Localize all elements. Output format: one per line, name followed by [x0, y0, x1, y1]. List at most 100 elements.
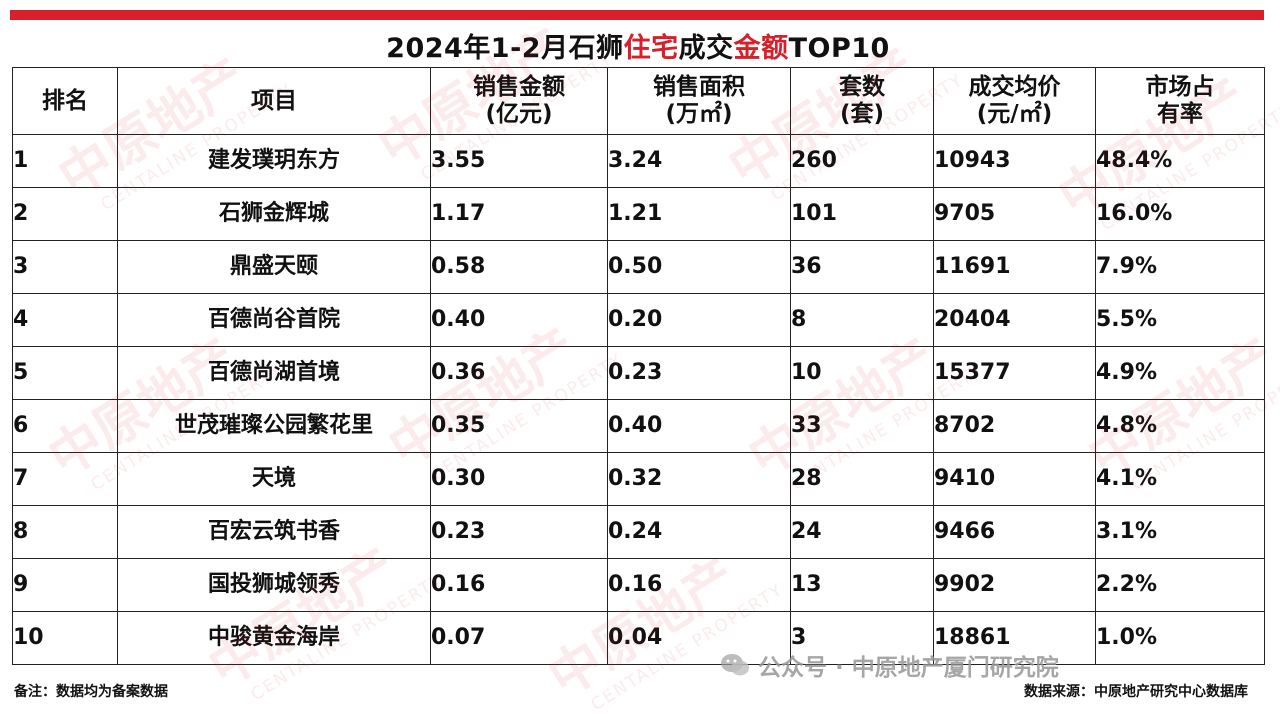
cell-rank: 4 — [12, 293, 118, 347]
cell-amount: 0.58 — [430, 240, 608, 294]
cell-share: 4.1% — [1095, 452, 1265, 506]
cell-share: 1.0% — [1095, 611, 1265, 665]
cell-amount: 0.07 — [430, 611, 608, 665]
cell-price: 11691 — [933, 240, 1096, 294]
cell-project: 百宏云筑书香 — [117, 505, 431, 559]
cell-rank: 3 — [12, 240, 118, 294]
table-row: 4 百德尚谷首院 0.40 0.20 8 20404 5.5% — [12, 293, 1265, 347]
cell-price: 9410 — [933, 452, 1096, 506]
cell-price: 15377 — [933, 346, 1096, 400]
cell-amount: 0.16 — [430, 558, 608, 612]
cell-rank: 9 — [12, 558, 118, 612]
cell-share: 4.9% — [1095, 346, 1265, 400]
column-header-project: 项目 — [117, 67, 431, 135]
table-row: 5 百德尚湖首境 0.36 0.23 10 15377 4.9% — [12, 346, 1265, 400]
ranking-table: 排名 项目 销售金额 (亿元) 销售面积 (万㎡) 套数 (套) 成交均价 (元/㎡) … — [12, 67, 1265, 665]
cell-area: 0.23 — [607, 346, 791, 400]
table-row: 1 建发璞玥东方 3.55 3.24 260 10943 48.4% — [12, 134, 1265, 188]
cell-share: 7.9% — [1095, 240, 1265, 294]
cell-project: 百德尚谷首院 — [117, 293, 431, 347]
wechat-icon — [721, 654, 749, 676]
column-header-price: 成交均价 (元/㎡) — [933, 67, 1096, 135]
cell-units: 33 — [790, 399, 934, 453]
cell-units: 3 — [790, 611, 934, 665]
column-header-units: 套数 (套) — [790, 67, 934, 135]
cell-project: 百德尚湖首境 — [117, 346, 431, 400]
column-header-amount: 销售金额 (亿元) — [430, 67, 608, 135]
table-row: 3 鼎盛天颐 0.58 0.50 36 11691 7.9% — [12, 240, 1265, 294]
table-row: 7 天境 0.30 0.32 28 9410 4.1% — [12, 452, 1265, 506]
cell-rank: 7 — [12, 452, 118, 506]
column-header-area: 销售面积 (万㎡) — [607, 67, 791, 135]
title-segment: 住宅 — [623, 33, 679, 64]
cell-project: 世茂璀璨公园繁花里 — [117, 399, 431, 453]
table-row: 8 百宏云筑书香 0.23 0.24 24 9466 3.1% — [12, 505, 1265, 559]
cell-amount: 0.30 — [430, 452, 608, 506]
wechat-watermark-text: 公众号 · 中原地产厦门研究院 — [758, 655, 1059, 681]
cell-rank: 6 — [12, 399, 118, 453]
title-segment: 2024年1-2月石狮 — [386, 33, 624, 64]
cell-area: 3.24 — [607, 134, 791, 188]
cell-price: 9466 — [933, 505, 1096, 559]
cell-area: 0.04 — [607, 611, 791, 665]
cell-rank: 1 — [12, 134, 118, 188]
cell-share: 16.0% — [1095, 187, 1265, 241]
cell-units: 101 — [790, 187, 934, 241]
cell-area: 0.50 — [607, 240, 791, 294]
cell-share: 48.4% — [1095, 134, 1265, 188]
cell-units: 36 — [790, 240, 934, 294]
top-accent-bar — [10, 10, 1264, 20]
cell-amount: 0.35 — [430, 399, 608, 453]
cell-price: 10943 — [933, 134, 1096, 188]
cell-amount: 0.23 — [430, 505, 608, 559]
cell-project: 国投狮城领秀 — [117, 558, 431, 612]
column-header-share: 市场占 有率 — [1095, 67, 1265, 135]
cell-share: 2.2% — [1095, 558, 1265, 612]
cell-amount: 1.17 — [430, 187, 608, 241]
header-row: 排名 项目 销售金额 (亿元) 销售面积 (万㎡) 套数 (套) 成交均价 (元/㎡) … — [12, 67, 1265, 135]
table-row: 2 石狮金辉城 1.17 1.21 101 9705 16.0% — [12, 187, 1265, 241]
cell-area: 0.20 — [607, 293, 791, 347]
cell-units: 28 — [790, 452, 934, 506]
cell-project: 天境 — [117, 452, 431, 506]
cell-price: 8702 — [933, 399, 1096, 453]
cell-area: 1.21 — [607, 187, 791, 241]
cell-amount: 0.40 — [430, 293, 608, 347]
table-row: 6 世茂璀璨公园繁花里 0.35 0.40 33 8702 4.8% — [12, 399, 1265, 453]
column-header-rank: 排名 — [12, 67, 118, 135]
cell-units: 10 — [790, 346, 934, 400]
cell-project: 中骏黄金海岸 — [117, 611, 431, 665]
title-segment: 成交 — [678, 33, 734, 64]
cell-area: 0.40 — [607, 399, 791, 453]
cell-area: 0.16 — [607, 558, 791, 612]
cell-area: 0.24 — [607, 505, 791, 559]
title-segment: TOP10 — [788, 33, 890, 64]
cell-amount: 3.55 — [430, 134, 608, 188]
cell-project: 建发璞玥东方 — [117, 134, 431, 188]
data-source: 数据来源：中原地产研究中心数据库 — [1024, 684, 1248, 700]
cell-rank: 2 — [12, 187, 118, 241]
cell-price: 20404 — [933, 293, 1096, 347]
cell-price: 9902 — [933, 558, 1096, 612]
cell-project: 石狮金辉城 — [117, 187, 431, 241]
cell-units: 24 — [790, 505, 934, 559]
cell-rank: 5 — [12, 346, 118, 400]
cell-rank: 8 — [12, 505, 118, 559]
cell-units: 13 — [790, 558, 934, 612]
cell-units: 8 — [790, 293, 934, 347]
cell-area: 0.32 — [607, 452, 791, 506]
cell-price: 9705 — [933, 187, 1096, 241]
cell-share: 4.8% — [1095, 399, 1265, 453]
cell-share: 5.5% — [1095, 293, 1265, 347]
cell-amount: 0.36 — [430, 346, 608, 400]
cell-units: 260 — [790, 134, 934, 188]
table-row: 9 国投狮城领秀 0.16 0.16 13 9902 2.2% — [12, 558, 1265, 612]
title-segment: 金额 — [733, 33, 789, 64]
table-row: 10 中骏黄金海岸 0.07 0.04 3 18861 1.0% — [12, 611, 1265, 665]
cell-share: 3.1% — [1095, 505, 1265, 559]
wechat-watermark: 公众号 · 中原地产厦门研究院 — [720, 650, 1059, 681]
table-title: 2024年1-2月石狮住宅成交金额TOP10 — [12, 31, 1264, 67]
cell-rank: 10 — [12, 611, 118, 665]
footnote: 备注：数据均为备案数据 — [14, 684, 168, 700]
cell-project: 鼎盛天颐 — [117, 240, 431, 294]
